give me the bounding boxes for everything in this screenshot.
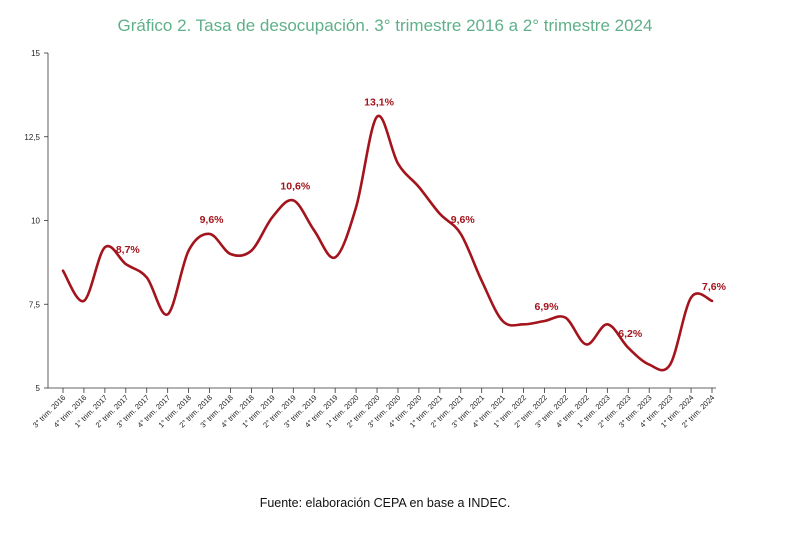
y-tick-label: 15 [31, 49, 40, 58]
data-label: 8,7% [116, 244, 141, 256]
series-line [61, 114, 714, 372]
chart-title: Gráfico 2. Tasa de desocupación. 3° trim… [117, 16, 653, 35]
data-label: 6,2% [618, 328, 643, 340]
y-tick-label: 7,5 [29, 300, 41, 309]
y-tick-label: 12,5 [24, 133, 40, 142]
y-tick-label: 10 [31, 217, 40, 226]
data-label: 6,9% [535, 301, 560, 313]
y-axis: 5 7,5 10 12,5 15 [24, 49, 49, 393]
data-label: 10,6% [280, 180, 310, 192]
chart-source: Fuente: elaboración CEPA en base a INDEC… [259, 496, 511, 510]
data-label: 13,1% [364, 97, 394, 109]
y-tick-label: 5 [36, 384, 41, 393]
data-labels: 8,7% 9,6% 10,6% 13,1% 9,6% 6,9% 6,2% 7,6% [116, 97, 727, 340]
data-label: 7,6% [702, 281, 727, 293]
data-label: 9,6% [200, 214, 225, 226]
series-line-group [61, 114, 714, 372]
data-label: 9,6% [451, 214, 476, 226]
